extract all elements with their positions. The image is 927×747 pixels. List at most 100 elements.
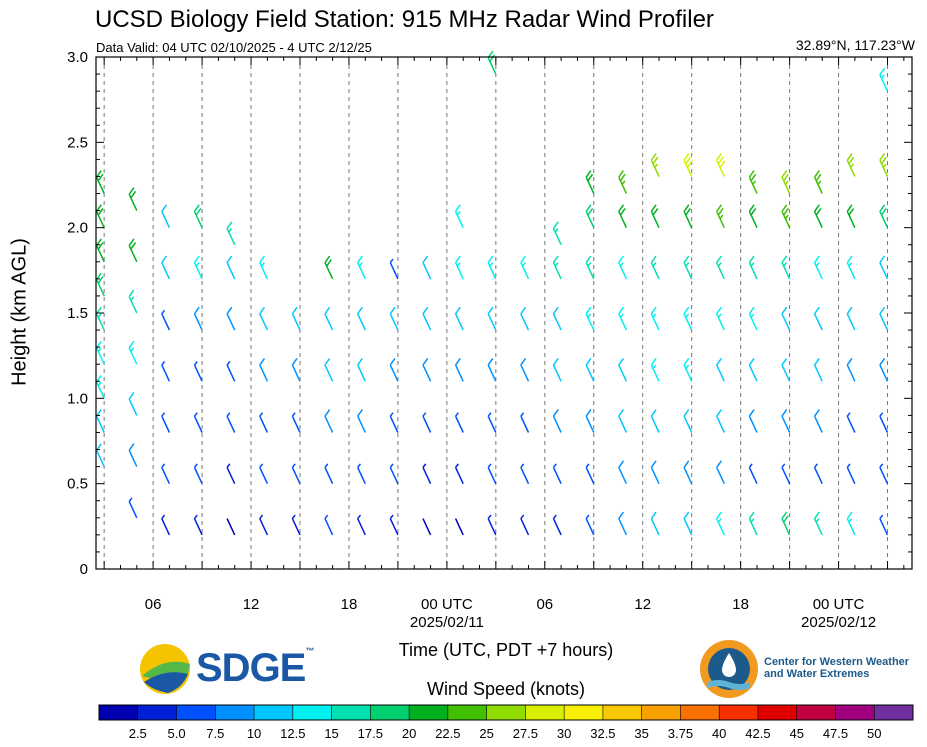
wind-barb <box>585 255 595 280</box>
wind-barb <box>781 463 791 485</box>
y-tick-label: 1.5 <box>67 305 88 322</box>
y-tick-label: 3.0 <box>67 49 88 66</box>
x-tick-label: 18 <box>341 596 358 613</box>
wind-barb <box>324 357 334 382</box>
wind-barb <box>324 409 334 433</box>
wind-barb <box>846 412 856 433</box>
wind-barb <box>748 306 758 331</box>
colorbar-swatch <box>680 705 720 720</box>
wind-barb <box>846 463 856 485</box>
wind-barb <box>291 463 301 485</box>
wind-barb <box>259 463 269 485</box>
wind-barb <box>357 463 366 485</box>
wind-barb <box>324 255 334 280</box>
colorbar-tick-label: 25 <box>479 726 493 741</box>
wind-barb <box>259 357 269 382</box>
colorbar-tick-label: 3.75 <box>668 726 693 741</box>
wind-barb <box>781 357 791 382</box>
wind-barb <box>748 357 758 382</box>
x-tick-label: 00 UTC <box>421 596 473 613</box>
colorbar-tick-label: 35 <box>634 726 648 741</box>
y-tick-label: 2.5 <box>67 134 88 151</box>
wind-barb <box>716 306 725 331</box>
wind-barb <box>454 412 464 433</box>
colorbar-swatch <box>719 705 759 720</box>
wind-barb <box>846 511 856 536</box>
wind-barb <box>259 514 269 536</box>
wind-barb <box>879 306 889 331</box>
wind-barb <box>520 412 530 433</box>
y-tick-label: 2.0 <box>67 220 88 237</box>
wind-barb <box>226 518 236 536</box>
colorbar-tick-label: 7.5 <box>206 726 224 741</box>
wind-barb <box>683 204 693 229</box>
wind-barb <box>748 204 758 229</box>
wind-barb <box>193 412 203 433</box>
wind-barbs <box>95 50 889 536</box>
wind-barb <box>259 306 269 331</box>
wind-barb <box>846 306 856 331</box>
wind-barb <box>95 443 105 467</box>
wind-barb <box>748 170 758 194</box>
y-axis-label: Height (km AGL) <box>8 238 31 386</box>
wind-barb <box>716 409 725 433</box>
wind-barb <box>95 272 105 297</box>
wind-barb <box>879 463 889 485</box>
wind-barb <box>585 170 595 194</box>
wind-barb <box>846 357 856 382</box>
wind-barb <box>128 392 138 416</box>
x-tick-label: 00 UTC <box>813 596 865 613</box>
wind-barb <box>781 255 791 280</box>
wind-barb <box>650 153 660 177</box>
wind-barb <box>716 357 725 382</box>
x-tick-date: 2025/02/12 <box>801 614 876 631</box>
wind-barb <box>585 357 595 382</box>
wind-barb <box>487 50 497 75</box>
wind-barb <box>552 514 562 536</box>
wind-barb <box>650 409 660 433</box>
colorbar-tick-label: 12.5 <box>280 726 305 741</box>
wind-barb <box>748 255 758 280</box>
wind-barb <box>781 204 791 229</box>
wind-barb <box>422 412 432 433</box>
colorbar-swatch <box>641 705 681 720</box>
wind-barb <box>291 357 301 382</box>
wind-barb <box>226 361 236 382</box>
x-tick-label: 06 <box>536 596 553 613</box>
wind-barb <box>357 514 366 536</box>
y-tick-label: 1.0 <box>67 390 88 407</box>
wind-barb <box>161 309 171 331</box>
colorbar: 2.5 5.0 7.5 10 12.5 15 17.5 20 22.5 25 27.5 30 32.5 3… <box>98 704 914 741</box>
colorbar-tick-label: 10 <box>247 726 261 741</box>
wind-barb <box>618 511 628 536</box>
wind-barb <box>357 357 366 382</box>
wind-barb <box>95 340 105 365</box>
cw3e-name: Center for Western Weather and Water Ext… <box>764 656 910 680</box>
sdge-sun-icon <box>140 644 190 694</box>
colorbar-tick-label: 22.5 <box>435 726 460 741</box>
wind-barb <box>454 306 464 331</box>
wind-barb <box>520 357 530 382</box>
wind-barb <box>618 357 628 382</box>
wind-barb <box>291 514 301 536</box>
colorbar-swatch <box>602 705 643 720</box>
wind-barb <box>846 204 856 229</box>
colorbar-swatch <box>757 705 798 720</box>
wind-barb <box>454 518 464 536</box>
wind-barb <box>389 463 399 485</box>
wind-barb <box>454 204 464 229</box>
colorbar-tick-label: 2.5 <box>129 726 147 741</box>
wind-barb <box>716 204 725 229</box>
wind-barb <box>422 306 432 331</box>
wind-barb <box>324 463 334 485</box>
colorbar-tick-label: 20 <box>402 726 416 741</box>
wind-barb <box>161 514 171 536</box>
wind-barb <box>193 361 203 382</box>
colorbar-tick-label: 50 <box>867 726 881 741</box>
wind-barb <box>650 204 660 229</box>
wind-barb <box>193 255 203 280</box>
wind-barb <box>781 409 791 433</box>
wind-barb <box>748 463 758 485</box>
